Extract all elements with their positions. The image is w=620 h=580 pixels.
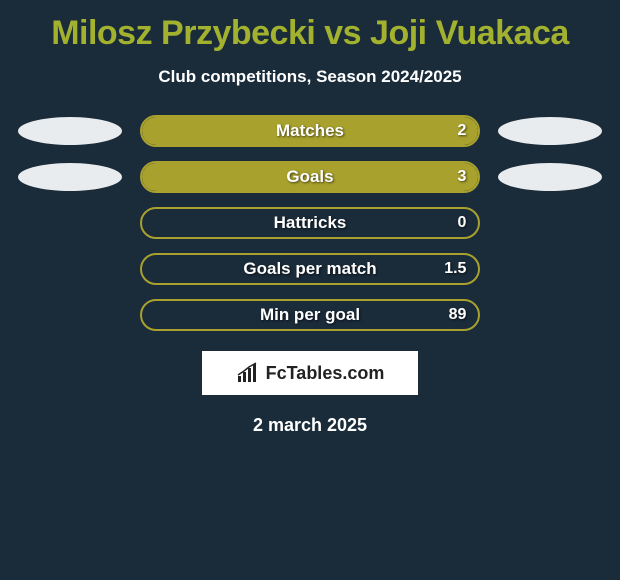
stat-row: Goals3 [0,161,620,193]
stat-label: Min per goal [142,301,479,329]
stat-label: Goals per match [142,255,479,283]
stat-bar: Min per goal89 [140,299,481,331]
stat-bar: Hattricks0 [140,207,481,239]
right-marker-slot [480,117,620,145]
stat-row: Hattricks0 [0,207,620,239]
chart-icon [236,362,262,384]
brand-box[interactable]: FcTables.com [202,351,418,395]
player1-marker [18,117,122,145]
left-marker-slot [0,163,140,191]
title: Milosz Przybecki vs Joji Vuakaca [0,14,620,53]
stat-label: Matches [142,117,479,145]
right-marker-slot [480,163,620,191]
stat-row: Goals per match1.5 [0,253,620,285]
vs-text: vs [324,14,361,52]
left-marker-slot [0,117,140,145]
infographic-container: Milosz Przybecki vs Joji Vuakaca Club co… [0,0,620,436]
stats-rows: Matches2 Goals3 Hattricks0 Goals per match1… [0,115,620,331]
stat-label: Goals [142,163,479,191]
player2-marker [498,117,602,145]
stat-bar: Goals per match1.5 [140,253,481,285]
date-label: 2 march 2025 [0,415,620,436]
stat-value: 0 [458,209,467,237]
stat-value: 1.5 [444,255,466,283]
stat-row: Min per goal89 [0,299,620,331]
player2-marker [498,163,602,191]
stat-value: 3 [458,163,467,191]
brand-text: FcTables.com [266,363,385,384]
stat-label: Hattricks [142,209,479,237]
player2-name: Joji Vuakaca [370,14,569,52]
stat-bar: Goals3 [140,161,481,193]
stat-value: 89 [449,301,467,329]
stat-row: Matches2 [0,115,620,147]
subtitle: Club competitions, Season 2024/2025 [0,67,620,87]
stat-value: 2 [458,117,467,145]
player1-marker [18,163,122,191]
player1-name: Milosz Przybecki [51,14,315,52]
stat-bar: Matches2 [140,115,481,147]
